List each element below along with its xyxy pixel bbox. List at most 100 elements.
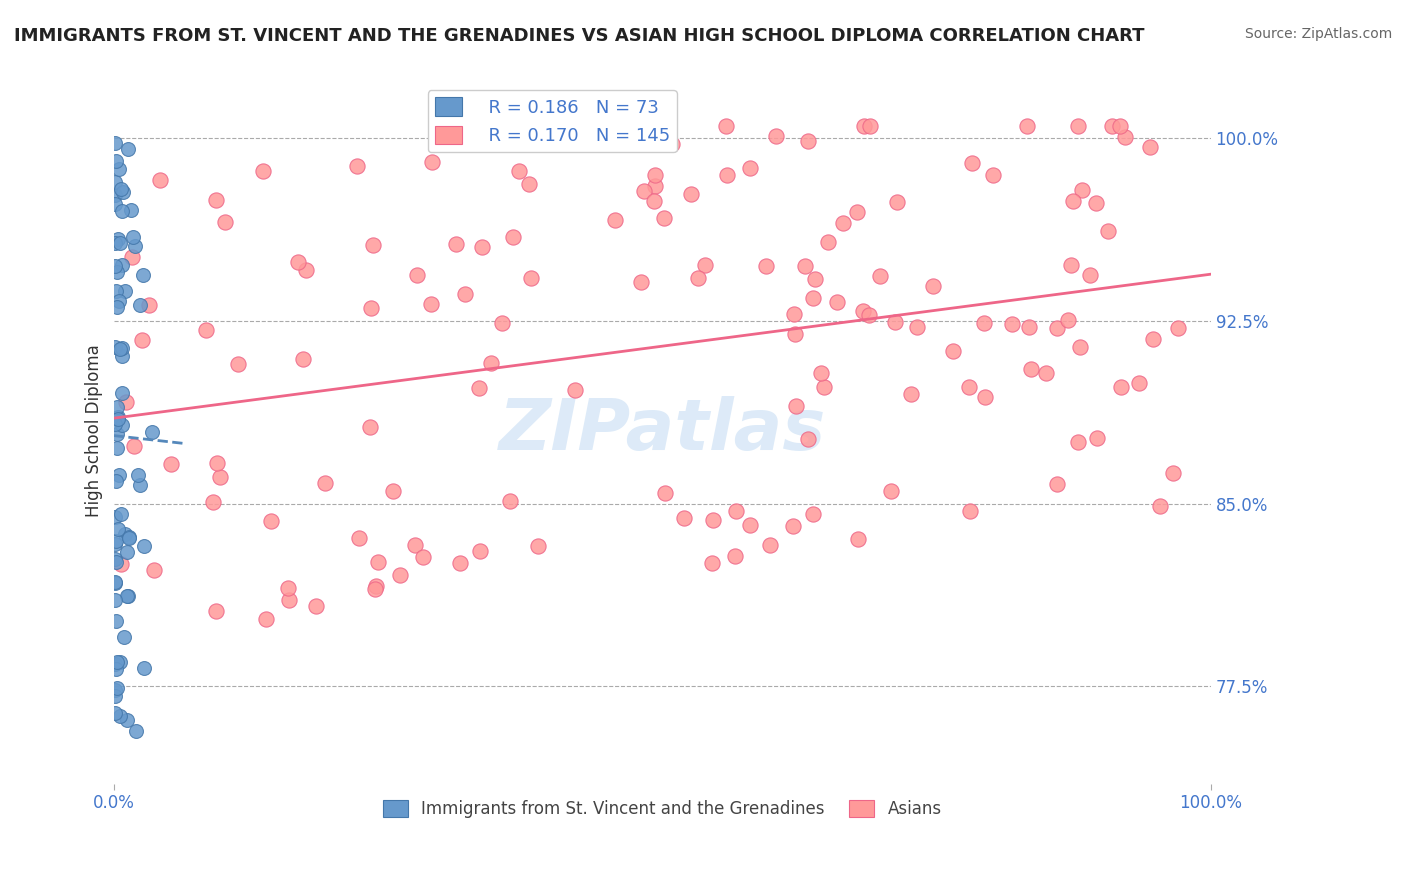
Point xyxy=(846,532,869,546)
Point xyxy=(120,202,142,217)
Point xyxy=(404,538,426,552)
Point xyxy=(813,380,835,394)
Point xyxy=(359,419,381,434)
Point xyxy=(134,539,156,553)
Point xyxy=(412,549,434,564)
Point xyxy=(702,513,724,527)
Point xyxy=(765,129,787,144)
Point xyxy=(105,300,128,314)
Point xyxy=(134,661,156,675)
Point xyxy=(526,539,548,553)
Point xyxy=(115,589,138,603)
Point xyxy=(107,409,129,424)
Point xyxy=(793,259,815,273)
Point xyxy=(804,271,827,285)
Point xyxy=(454,287,477,301)
Point xyxy=(143,563,166,577)
Point xyxy=(114,395,136,409)
Point xyxy=(817,235,839,250)
Point xyxy=(104,657,127,672)
Point xyxy=(633,184,655,198)
Point xyxy=(825,294,848,309)
Point xyxy=(1015,119,1038,133)
Point xyxy=(858,119,880,133)
Point xyxy=(104,176,127,190)
Point xyxy=(630,275,652,289)
Point xyxy=(108,161,131,176)
Point xyxy=(499,123,522,137)
Point xyxy=(406,268,429,282)
Point xyxy=(112,185,135,199)
Point xyxy=(479,356,502,370)
Point xyxy=(104,259,127,273)
Point xyxy=(962,155,984,169)
Point xyxy=(104,662,127,676)
Point xyxy=(499,494,522,508)
Point xyxy=(1139,140,1161,154)
Point xyxy=(104,574,127,589)
Point xyxy=(111,203,134,218)
Point xyxy=(111,349,134,363)
Point xyxy=(149,172,172,186)
Point xyxy=(846,205,869,219)
Point xyxy=(104,706,127,720)
Point xyxy=(105,655,128,669)
Point xyxy=(347,531,370,545)
Point xyxy=(117,589,139,603)
Point xyxy=(252,163,274,178)
Point xyxy=(114,284,136,298)
Point xyxy=(1060,258,1083,272)
Point xyxy=(1109,379,1132,393)
Text: IMMIGRANTS FROM ST. VINCENT AND THE GRENADINES VS ASIAN HIGH SCHOOL DIPLOMA CORR: IMMIGRANTS FROM ST. VINCENT AND THE GREN… xyxy=(14,27,1144,45)
Point xyxy=(110,655,132,669)
Point xyxy=(1114,130,1136,145)
Point xyxy=(1087,431,1109,445)
Point xyxy=(1109,119,1132,133)
Point xyxy=(104,536,127,550)
Point xyxy=(1062,194,1084,208)
Point xyxy=(104,340,127,354)
Point xyxy=(110,341,132,355)
Point xyxy=(693,258,716,272)
Point xyxy=(725,504,748,518)
Point xyxy=(104,690,127,704)
Point xyxy=(114,526,136,541)
Point xyxy=(686,270,709,285)
Point xyxy=(104,592,127,607)
Point xyxy=(1019,361,1042,376)
Point xyxy=(782,518,804,533)
Point xyxy=(104,284,127,298)
Point xyxy=(105,615,128,629)
Point xyxy=(858,309,880,323)
Point xyxy=(205,456,228,470)
Point xyxy=(110,182,132,196)
Point xyxy=(104,555,127,569)
Point xyxy=(643,194,665,208)
Point xyxy=(1128,376,1150,391)
Point xyxy=(1018,320,1040,334)
Point xyxy=(755,259,778,273)
Point xyxy=(367,555,389,569)
Point xyxy=(104,136,127,151)
Point xyxy=(444,237,467,252)
Point xyxy=(654,211,676,225)
Point xyxy=(111,386,134,401)
Point xyxy=(125,723,148,738)
Point xyxy=(605,212,627,227)
Point xyxy=(785,327,807,342)
Text: Source: ZipAtlas.com: Source: ZipAtlas.com xyxy=(1244,27,1392,41)
Point xyxy=(128,478,150,492)
Point xyxy=(314,475,336,490)
Point xyxy=(346,159,368,173)
Point xyxy=(644,178,666,193)
Point xyxy=(129,298,152,312)
Point xyxy=(104,534,127,549)
Point xyxy=(141,425,163,440)
Point xyxy=(122,230,145,244)
Point xyxy=(1149,499,1171,513)
Point xyxy=(195,322,218,336)
Point xyxy=(104,576,127,591)
Point xyxy=(127,467,149,482)
Point xyxy=(121,250,143,264)
Point xyxy=(942,343,965,358)
